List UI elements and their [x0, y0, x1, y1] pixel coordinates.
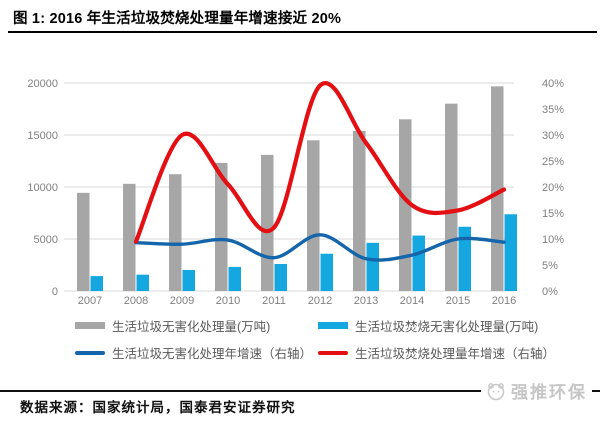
svg-text:2010: 2010 — [216, 295, 240, 307]
legend-label: 生活垃圾无害化处理量(万吨) — [112, 320, 271, 334]
legend-item-total-growth: 生活垃圾无害化处理年增速（右轴） — [75, 343, 312, 362]
figure-title: 图 1: 2016 年生活垃圾焚烧处理量年增速接近 20% — [13, 11, 342, 27]
svg-text:20%: 20% — [542, 182, 564, 194]
legend-item-total-treatment: 生活垃圾无害化处理量(万吨) — [75, 316, 270, 335]
svg-text:20000: 20000 — [27, 78, 58, 90]
blue-line-swatch — [75, 350, 105, 355]
svg-text:2015: 2015 — [446, 295, 470, 307]
svg-text:15000: 15000 — [27, 130, 58, 142]
watermark-logo: 强推环保 — [481, 378, 592, 403]
title-underline — [8, 31, 597, 33]
svg-text:5000: 5000 — [34, 234, 58, 246]
svg-text:2008: 2008 — [124, 295, 148, 307]
svg-text:10%: 10% — [542, 234, 564, 246]
gray-bar-swatch — [75, 322, 105, 329]
svg-text:30%: 30% — [542, 130, 564, 142]
footer-rule — [0, 390, 600, 392]
svg-text:0%: 0% — [542, 286, 558, 298]
svg-text:5%: 5% — [542, 260, 558, 272]
chart-canvas: 0 5000 10000 15000 20000 0% 5% 10% 15% 20% 25% 30% 3… — [27, 78, 564, 307]
svg-text:0: 0 — [52, 286, 58, 298]
legend-item-incineration-growth: 生活垃圾焚烧处理量年增速（右轴） — [318, 343, 555, 362]
svg-text:10000: 10000 — [27, 182, 58, 194]
logo-text: 强推环保 — [511, 383, 587, 402]
svg-text:2016: 2016 — [492, 295, 516, 307]
svg-text:2007: 2007 — [78, 295, 102, 307]
svg-text:2013: 2013 — [354, 295, 378, 307]
logo-icon — [487, 382, 505, 400]
data-source: 数据来源：国家统计局，国泰君安证券研究 — [20, 400, 296, 415]
svg-text:25%: 25% — [542, 156, 564, 168]
svg-text:35%: 35% — [542, 104, 564, 116]
svg-text:15%: 15% — [542, 208, 564, 220]
chart-area: 0 5000 10000 15000 20000 0% 5% 10% 15% 20% 25% 30% 3… — [0, 52, 600, 317]
cyan-bar-swatch — [318, 322, 348, 329]
svg-text:2011: 2011 — [262, 295, 286, 307]
legend-label: 生活垃圾焚烧无害化处理量(万吨) — [355, 320, 539, 334]
svg-text:2012: 2012 — [308, 295, 332, 307]
svg-text:2014: 2014 — [400, 295, 424, 307]
legend-item-incineration-treatment: 生活垃圾焚烧无害化处理量(万吨) — [318, 316, 538, 335]
red-line-swatch — [318, 350, 348, 355]
legend-label: 生活垃圾焚烧处理量年增速（右轴） — [355, 347, 556, 361]
svg-text:40%: 40% — [542, 78, 564, 90]
legend-label: 生活垃圾无害化处理年增速（右轴） — [112, 347, 313, 361]
svg-text:2009: 2009 — [170, 295, 194, 307]
